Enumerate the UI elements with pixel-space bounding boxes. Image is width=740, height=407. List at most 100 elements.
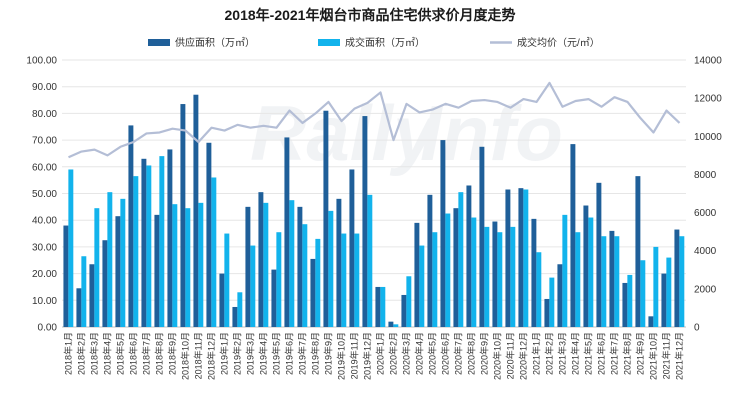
x-tick-label: 2021年2月 xyxy=(544,332,555,375)
x-tick-label: 2019年4月 xyxy=(258,332,269,375)
bars xyxy=(63,94,685,328)
legend-swatch xyxy=(148,39,170,46)
right-tick-label: 0 xyxy=(694,323,700,334)
bar-deal xyxy=(120,198,126,327)
bar-supply xyxy=(336,198,342,327)
x-tick-label: 2019年1月 xyxy=(219,332,230,375)
bar-deal xyxy=(432,232,438,327)
bar-supply xyxy=(362,116,368,327)
x-tick-label: 2021年11月 xyxy=(661,332,672,379)
bar-supply xyxy=(76,288,82,327)
bar-deal xyxy=(536,252,542,327)
bar-deal xyxy=(276,232,282,327)
bar-supply xyxy=(401,294,407,327)
left-tick-label: 50.00 xyxy=(32,189,57,200)
bar-supply xyxy=(531,218,537,327)
bar-deal xyxy=(653,246,659,327)
bar-supply xyxy=(453,208,459,327)
x-tick-label: 2021年4月 xyxy=(570,332,581,375)
bar-supply xyxy=(518,188,524,327)
bar-deal xyxy=(419,245,425,327)
bar-supply xyxy=(427,194,433,327)
left-tick-label: 60.00 xyxy=(32,162,57,173)
legend-label: 成交面积（万㎡） xyxy=(345,36,425,49)
left-tick-label: 20.00 xyxy=(32,269,57,280)
left-tick-label: 30.00 xyxy=(32,242,57,253)
bar-deal xyxy=(393,324,399,327)
right-tick-label: 6000 xyxy=(694,208,717,219)
bar-supply xyxy=(180,104,186,328)
bar-supply xyxy=(219,273,225,327)
bar-deal xyxy=(406,276,412,327)
bar-supply xyxy=(258,192,264,327)
bar-deal xyxy=(614,236,620,327)
bar-deal xyxy=(315,238,321,327)
bar-supply xyxy=(154,214,160,327)
bar-deal xyxy=(354,233,360,327)
bar-supply xyxy=(375,286,381,327)
bar-deal xyxy=(289,200,295,327)
bar-supply xyxy=(388,321,394,327)
x-tick-label: 2018年8月 xyxy=(154,332,165,375)
bar-supply xyxy=(310,258,316,327)
bar-deal xyxy=(549,277,555,327)
bar-deal xyxy=(328,210,334,327)
bar-supply xyxy=(414,222,420,327)
svg-text:Rally: Rally xyxy=(250,89,440,177)
x-tick-label: 2020年4月 xyxy=(414,332,425,375)
x-tick-label: 2018年5月 xyxy=(115,332,126,375)
left-tick-label: 10.00 xyxy=(32,296,57,307)
bar-deal xyxy=(601,236,607,327)
right-axis: 0 2000 4000 6000 8000 10000 12000 14000 xyxy=(694,56,722,334)
gridlines xyxy=(62,59,686,328)
bar-deal xyxy=(263,202,269,327)
x-tick-label: 2021年7月 xyxy=(609,332,620,375)
bar-supply xyxy=(596,182,602,327)
bar-deal xyxy=(107,192,113,327)
bar-supply xyxy=(232,306,238,327)
left-tick-label: 100.00 xyxy=(26,56,57,67)
x-tick-label: 2020年12月 xyxy=(518,332,529,380)
bar-deal xyxy=(146,165,152,327)
bar-deal xyxy=(679,236,685,327)
bar-supply xyxy=(89,264,95,327)
bar-deal xyxy=(94,208,100,327)
bar-deal xyxy=(666,257,672,327)
x-tick-label: 2020年7月 xyxy=(453,332,464,375)
bar-deal xyxy=(497,232,503,327)
bar-supply xyxy=(609,230,615,327)
legend-swatch xyxy=(318,39,340,46)
x-tick-label: 2019年2月 xyxy=(232,332,243,375)
x-tick-label: 2019年9月 xyxy=(323,332,334,375)
bar-supply xyxy=(570,144,576,327)
bar-deal xyxy=(198,202,204,327)
x-tick-label: 2018年10月 xyxy=(180,332,191,380)
x-tick-label: 2018年4月 xyxy=(102,332,113,375)
right-tick-label: 4000 xyxy=(694,246,717,257)
bar-supply xyxy=(271,269,277,327)
bar-deal xyxy=(159,156,165,327)
bar-supply xyxy=(557,264,563,327)
bar-supply xyxy=(674,229,680,327)
bar-supply xyxy=(141,158,147,327)
right-tick-label: 14000 xyxy=(694,56,722,67)
bar-deal xyxy=(68,169,74,327)
bar-supply xyxy=(466,185,472,327)
x-tick-label: 2021年3月 xyxy=(557,332,568,375)
x-tick-label: 2020年10月 xyxy=(492,332,503,380)
bar-deal xyxy=(510,226,516,327)
bar-deal xyxy=(341,233,347,327)
x-tick-label: 2020年8月 xyxy=(466,332,477,375)
x-tick-label: 2018年2月 xyxy=(76,332,87,375)
x-tick-label: 2021年6月 xyxy=(596,332,607,375)
x-tick-label: 2021年1月 xyxy=(531,332,542,375)
bar-supply xyxy=(128,125,134,327)
x-tick-label: 2019年3月 xyxy=(245,332,256,375)
bar-deal xyxy=(588,217,594,327)
right-tick-label: 12000 xyxy=(694,94,722,105)
bar-supply xyxy=(440,140,446,327)
x-tick-label: 2018年12月 xyxy=(206,332,217,380)
left-tick-label: 80.00 xyxy=(32,109,57,120)
x-tick-label: 2020年2月 xyxy=(388,332,399,375)
